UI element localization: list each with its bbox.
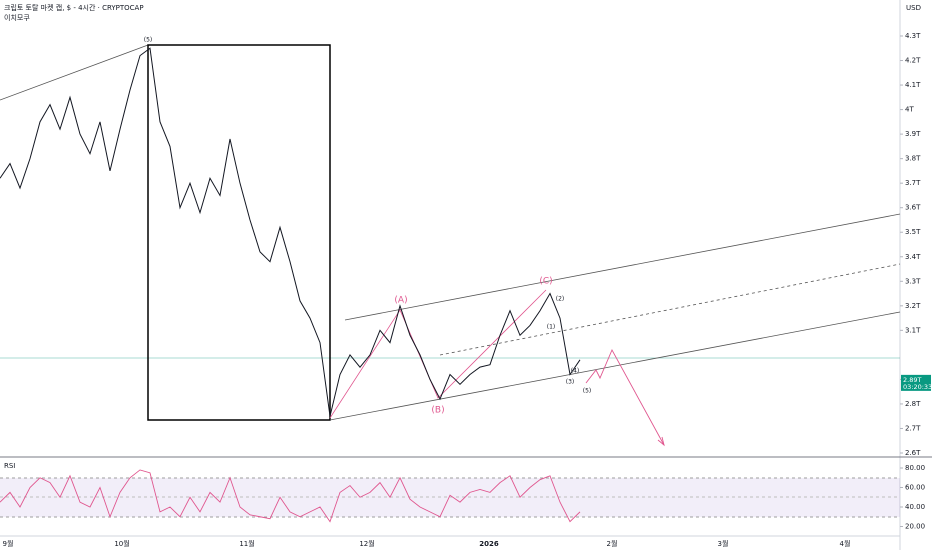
chart-title: 크립토 토탈 마켓 캡, $ - 4시간 · CRYPTOCAP xyxy=(4,3,144,12)
price-tag-countdown: 03:20:33 xyxy=(903,383,932,391)
rsi-line xyxy=(0,469,581,523)
x-tick-label: 4월 xyxy=(840,539,851,548)
price-line xyxy=(0,47,581,417)
currency-label: USD xyxy=(906,4,921,12)
x-tick-label: 2월 xyxy=(607,539,618,548)
highlight-box xyxy=(147,44,331,421)
wave-label: (5) xyxy=(583,388,592,395)
rsi-label: RSI xyxy=(4,462,15,470)
wave-label: (5) xyxy=(144,37,153,44)
y-tick-label: 2.8T xyxy=(905,400,921,408)
wave-label: (C) xyxy=(539,277,552,287)
channel-bottom xyxy=(329,311,901,421)
y-tick-label: 3.6T xyxy=(905,204,921,212)
channel-mid xyxy=(439,263,901,356)
x-tick-label: 12월 xyxy=(359,539,374,548)
channel-top xyxy=(344,213,901,321)
x-tick-label: 11월 xyxy=(239,539,254,548)
wave-label: (3) xyxy=(566,379,575,386)
y-tick-label: 3.2T xyxy=(905,302,921,310)
y-tick-label: 3.4T xyxy=(905,253,921,261)
rsi-tick-label: 20.00 xyxy=(905,523,925,531)
y-tick-label: 2.7T xyxy=(905,424,921,432)
y-tick-label: 4.2T xyxy=(905,57,921,65)
y-tick-label: 3.5T xyxy=(905,228,921,236)
y-tick-label: 3.7T xyxy=(905,179,921,187)
wave-label: (B) xyxy=(431,406,444,416)
y-tick-label: 4.3T xyxy=(905,32,921,40)
y-tick-label: 3.9T xyxy=(905,130,921,138)
wave-label: (A) xyxy=(394,296,407,306)
y-tick-label: 4.1T xyxy=(905,81,921,89)
indicator-label: 이치모쿠 xyxy=(4,13,30,22)
x-tick-label: 3월 xyxy=(718,539,729,548)
price-tag-label: 2.89T xyxy=(903,376,921,384)
wave-label: (2) xyxy=(556,296,565,303)
rsi-tick-label: 80.00 xyxy=(905,464,925,472)
y-tick-label: 2.6T xyxy=(905,449,921,457)
wave-label: (1) xyxy=(547,324,556,331)
x-tick-label: 9월 xyxy=(3,539,14,548)
y-tick-label: 3.8T xyxy=(905,155,921,163)
price-tag xyxy=(901,374,931,391)
rsi-tick-label: 60.00 xyxy=(905,484,925,492)
rsi-tick-label: 40.00 xyxy=(905,503,925,511)
x-tick-label: 10월 xyxy=(114,539,129,548)
wave-label: (4) xyxy=(571,368,580,375)
projection xyxy=(585,348,665,446)
y-tick-label: 4T xyxy=(905,106,914,114)
trend-line xyxy=(0,44,149,101)
y-tick-label: 3.3T xyxy=(905,277,921,285)
projection-arrow xyxy=(657,436,665,447)
y-tick-label: 3.1T xyxy=(905,326,921,334)
x-tick-label: 2026 xyxy=(479,540,499,548)
